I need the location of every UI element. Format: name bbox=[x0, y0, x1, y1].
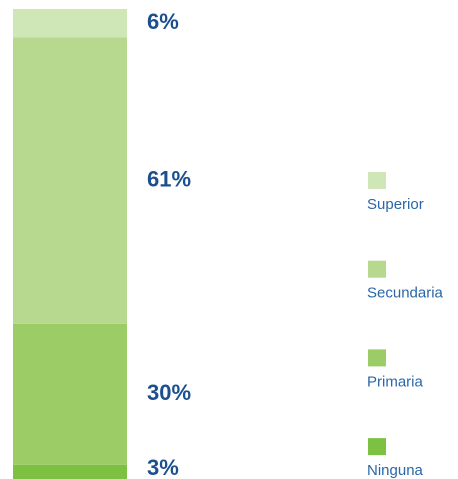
legend-label: Secundaria bbox=[367, 285, 444, 302]
bar-segment bbox=[13, 9, 127, 38]
legend-swatch bbox=[368, 172, 386, 189]
value-label: 61% bbox=[147, 166, 191, 191]
bar-segment bbox=[13, 323, 127, 465]
bar-segment bbox=[13, 37, 127, 324]
legend-swatch bbox=[368, 438, 386, 456]
bar-segment bbox=[13, 464, 127, 479]
legend-label: Ninguna bbox=[367, 462, 424, 479]
value-label: 6% bbox=[147, 9, 179, 34]
value-label: 3% bbox=[147, 455, 179, 479]
legend-label: Primaria bbox=[367, 373, 423, 390]
legend-swatch bbox=[368, 260, 386, 278]
legend-swatch bbox=[368, 349, 386, 367]
value-label: 30% bbox=[147, 380, 191, 405]
legend-label: Superior bbox=[367, 196, 424, 213]
